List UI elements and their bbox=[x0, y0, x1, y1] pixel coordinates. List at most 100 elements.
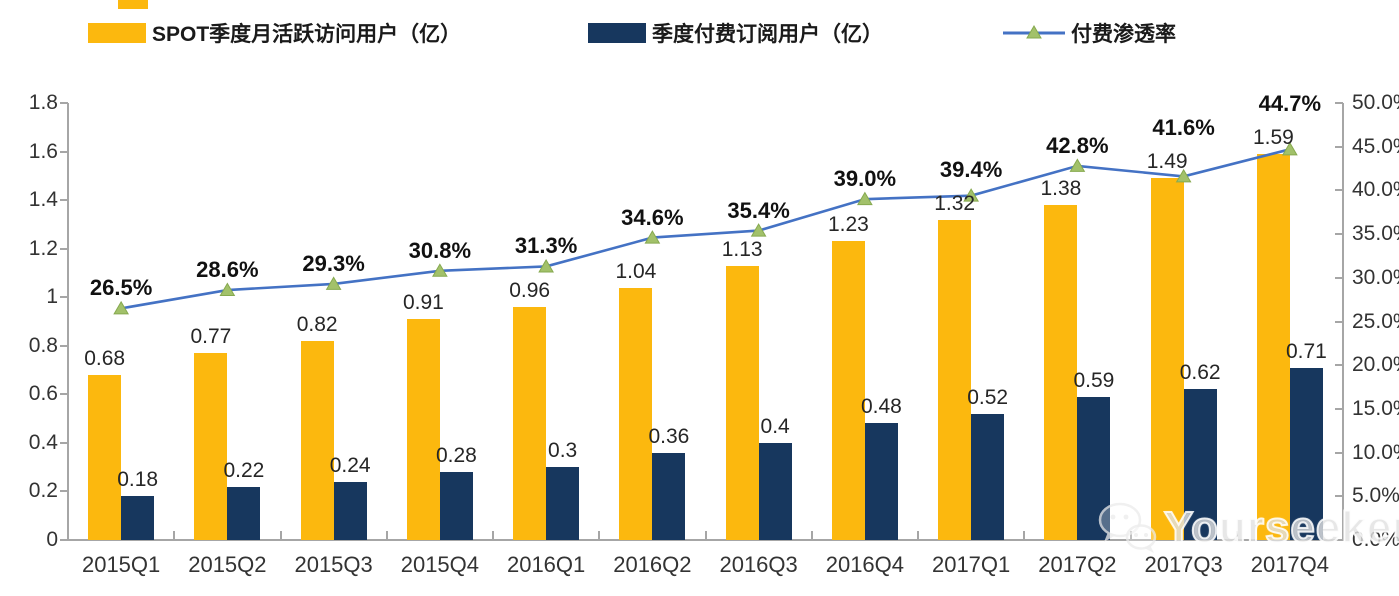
right-axis-tick-label: 5.0% bbox=[1352, 484, 1399, 508]
x-axis-tick bbox=[1023, 531, 1026, 540]
left-axis-tick bbox=[60, 150, 68, 153]
mau-value-label: 1.59 bbox=[1252, 125, 1294, 149]
left-axis-tick-label: 1.4 bbox=[28, 188, 58, 212]
right-axis-tick bbox=[1335, 102, 1343, 104]
bar-subs bbox=[1183, 389, 1217, 540]
bar-subs bbox=[546, 467, 580, 540]
right-axis-tick-label: 20.0% bbox=[1352, 353, 1399, 377]
subs-value-label: 0.48 bbox=[860, 395, 902, 419]
bar-mau bbox=[1150, 178, 1184, 540]
penetration-label: 34.6% bbox=[621, 204, 684, 230]
triangle-marker bbox=[857, 191, 873, 206]
watermark-text: Yourseeker bbox=[1163, 502, 1399, 553]
bar-mau bbox=[1256, 153, 1290, 540]
left-axis-tick-label: 0.2 bbox=[28, 479, 58, 503]
right-axis-tick-label: 40.0% bbox=[1352, 178, 1399, 202]
triangle-marker bbox=[1069, 158, 1086, 172]
right-axis-tick bbox=[1335, 495, 1343, 498]
watermark: Yourseeker bbox=[1096, 500, 1399, 556]
x-axis-category-label: 2016Q3 bbox=[719, 552, 798, 577]
right-axis-tick bbox=[1335, 407, 1343, 410]
penetration-label: 39.0% bbox=[833, 166, 897, 192]
subs-value-label: 0.28 bbox=[435, 444, 477, 468]
penetration-label: 39.4% bbox=[939, 156, 1003, 182]
right-axis-tick-label: 45.0% bbox=[1352, 134, 1399, 158]
x-axis-category-label: 2016Q1 bbox=[506, 552, 586, 577]
mau-value-label: 1.32 bbox=[934, 191, 976, 215]
penetration-line-series bbox=[113, 141, 1298, 315]
x-axis-tick bbox=[67, 531, 69, 540]
right-axis-tick-label: 30.0% bbox=[1352, 265, 1399, 289]
right-axis-tick bbox=[1335, 189, 1343, 192]
left-axis-tick bbox=[60, 199, 68, 202]
x-axis-category-label: 2016Q4 bbox=[825, 552, 905, 577]
mau-value-label: 0.82 bbox=[296, 312, 338, 336]
x-axis-category-label: 2017Q4 bbox=[1250, 552, 1330, 577]
penetration-label: 42.8% bbox=[1046, 132, 1109, 158]
right-axis-tick bbox=[1335, 233, 1343, 236]
right-axis-tick-label: 25.0% bbox=[1352, 309, 1399, 333]
left-axis-tick-label: 0.6 bbox=[28, 382, 58, 406]
right-axis-tick bbox=[1335, 320, 1343, 323]
triangle-marker bbox=[750, 223, 767, 237]
bar-subs bbox=[121, 496, 155, 540]
mau-value-label: 1.23 bbox=[827, 213, 869, 237]
left-axis-tick-label: 1.2 bbox=[28, 236, 58, 260]
penetration-label: 28.6% bbox=[196, 257, 259, 283]
subs-value-label: 0.52 bbox=[967, 385, 1009, 409]
x-axis-category-label: 2015Q4 bbox=[400, 552, 480, 577]
subs-bar-swatch bbox=[588, 23, 646, 43]
x-axis-tick bbox=[704, 531, 707, 540]
triangle-marker bbox=[113, 300, 129, 315]
x-axis-category-label: 2015Q2 bbox=[188, 552, 267, 577]
penetration-label: 30.8% bbox=[408, 237, 472, 263]
bar-mau bbox=[194, 353, 228, 540]
subs-value-label: 0.62 bbox=[1179, 361, 1221, 385]
subs-value-label: 0.36 bbox=[648, 424, 690, 448]
bar-mau bbox=[938, 219, 972, 540]
bar-subs bbox=[439, 472, 473, 540]
penetration-label: 44.7% bbox=[1258, 90, 1322, 116]
mau-value-label: 1.38 bbox=[1040, 176, 1082, 200]
x-axis-category-label: 2017Q3 bbox=[1144, 552, 1223, 577]
bar-subs bbox=[1289, 367, 1323, 540]
bar-subs bbox=[971, 413, 1005, 540]
penetration-label: 26.5% bbox=[89, 275, 153, 301]
x-axis-category-label: 2016Q2 bbox=[613, 552, 692, 577]
mau-bar-swatch bbox=[88, 23, 146, 43]
right-axis-line bbox=[1342, 103, 1344, 541]
bar-subs bbox=[333, 481, 367, 540]
x-axis-tick bbox=[810, 531, 813, 540]
left-axis-tick bbox=[60, 393, 68, 396]
bar-mau bbox=[619, 287, 653, 540]
x-axis-tick bbox=[385, 531, 388, 540]
right-axis-tick-label: 10.0% bbox=[1352, 440, 1399, 464]
left-axis-tick-label: 1.6 bbox=[28, 139, 58, 163]
mau-value-label: 0.96 bbox=[509, 278, 551, 302]
left-axis-tick bbox=[60, 539, 68, 541]
x-axis-tick bbox=[917, 531, 919, 540]
bar-mau bbox=[1044, 204, 1078, 540]
plot-area: 0.68 0.18 26.5% 0.77 0.22 28.6% 0.82 0.24 29.3% 0… bbox=[68, 91, 1343, 540]
left-axis-tick bbox=[60, 296, 68, 299]
x-axis-tick bbox=[598, 531, 601, 540]
right-axis-tick bbox=[1335, 451, 1343, 454]
bar-mau bbox=[725, 265, 759, 540]
line-path bbox=[120, 148, 1291, 310]
subs-value-label: 0.4 bbox=[760, 414, 790, 438]
x-axis-category-label: 2017Q1 bbox=[931, 552, 1011, 577]
triangle-marker bbox=[644, 230, 661, 244]
bar-mau bbox=[300, 340, 334, 540]
subs-value-label: 0.3 bbox=[548, 439, 578, 463]
subs-value-label: 0.24 bbox=[329, 453, 371, 477]
subs-value-label: 0.59 bbox=[1073, 368, 1115, 392]
left-axis-line bbox=[67, 103, 69, 541]
left-axis-tick-label: 1.8 bbox=[28, 91, 58, 114]
x-axis-tick bbox=[1235, 531, 1238, 540]
legend-item-penetration: 付费渗透率 bbox=[1003, 20, 1176, 46]
left-axis-tick-label: 0.4 bbox=[28, 430, 58, 454]
mau-value-label: 0.91 bbox=[402, 291, 444, 315]
left-axis-tick bbox=[60, 102, 68, 104]
x-axis-tick bbox=[1129, 531, 1132, 540]
